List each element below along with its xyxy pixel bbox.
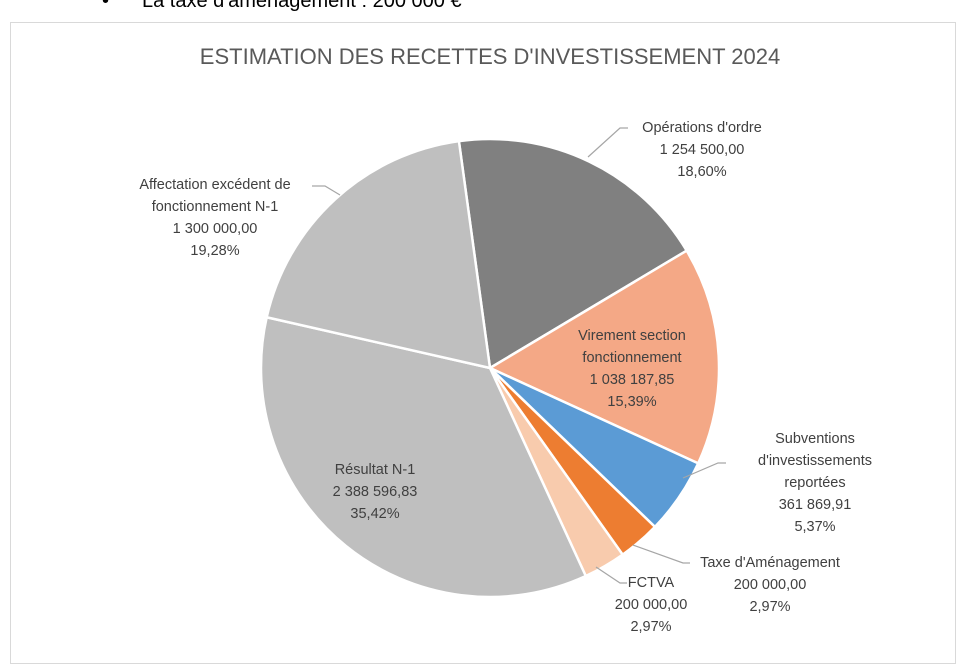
slice-value: 200 000,00 — [733, 577, 807, 593]
leader-line — [682, 462, 726, 479]
leader-line — [587, 127, 628, 158]
slice-percent: 19,28% — [190, 243, 240, 259]
slice-name: Subventions d'investissements reportées — [758, 431, 872, 491]
leader-line — [312, 185, 341, 196]
slice-percent: 2,97% — [749, 599, 791, 615]
slice-value: 1 254 500,00 — [659, 142, 745, 158]
chart-title: ESTIMATION DES RECETTES D'INVESTISSEMENT… — [200, 44, 780, 69]
slice-name: FCTVA — [627, 575, 675, 591]
leader-line — [595, 566, 627, 584]
slice-name: Affectation excédent de fonctionnement N… — [139, 177, 291, 215]
slice-label: Taxe d'Aménagement 200 000,00 2,97% — [680, 552, 860, 618]
document-text: La taxe d'aménagement : 200 000 € — [102, 0, 462, 13]
leader-line — [632, 544, 690, 564]
pie-slice — [457, 137, 689, 371]
pie-slice — [265, 139, 492, 370]
slice-label: FCTVA 200 000,00 2,97% — [601, 572, 701, 638]
slice-percent: 5,37% — [794, 519, 836, 535]
slice-value: 1 038 187,85 — [589, 372, 675, 388]
slice-name: Résultat N-1 — [334, 462, 416, 478]
slice-label: Subventions d'investissements reportées 3… — [745, 428, 885, 538]
pie-slice — [487, 248, 721, 465]
slice-percent: 15,39% — [607, 394, 657, 410]
slice-percent: 18,60% — [677, 164, 727, 180]
slice-name: Virement section fonctionnement — [578, 328, 686, 366]
slice-name: Opérations d'ordre — [642, 120, 762, 136]
slice-label: Opérations d'ordre 1 254 500,00 18,60% — [622, 117, 782, 183]
slice-percent: 35,42% — [350, 506, 400, 522]
slice-percent: 2,97% — [630, 619, 672, 635]
slice-label: Affectation excédent de fonctionnement N… — [110, 174, 320, 262]
slice-label: Virement section fonctionnement 1 038 187… — [562, 325, 702, 413]
pie-slice — [259, 315, 588, 599]
slice-value: 1 300 000,00 — [172, 221, 258, 237]
slice-value: 361 869,91 — [778, 497, 852, 513]
slice-value: 2 388 596,83 — [332, 484, 418, 500]
slice-name: Taxe d'Aménagement — [700, 555, 840, 571]
slice-label: Résultat N-1 2 388 596,83 35,42% — [305, 459, 445, 525]
slice-value: 200 000,00 — [614, 597, 688, 613]
